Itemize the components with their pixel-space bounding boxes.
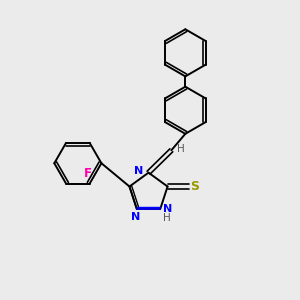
Text: H: H [163, 213, 171, 223]
Text: H: H [177, 144, 184, 154]
Text: S: S [190, 180, 200, 193]
Text: N: N [163, 204, 172, 214]
Text: N: N [134, 166, 143, 176]
Text: N: N [131, 212, 140, 222]
Text: F: F [84, 167, 92, 180]
